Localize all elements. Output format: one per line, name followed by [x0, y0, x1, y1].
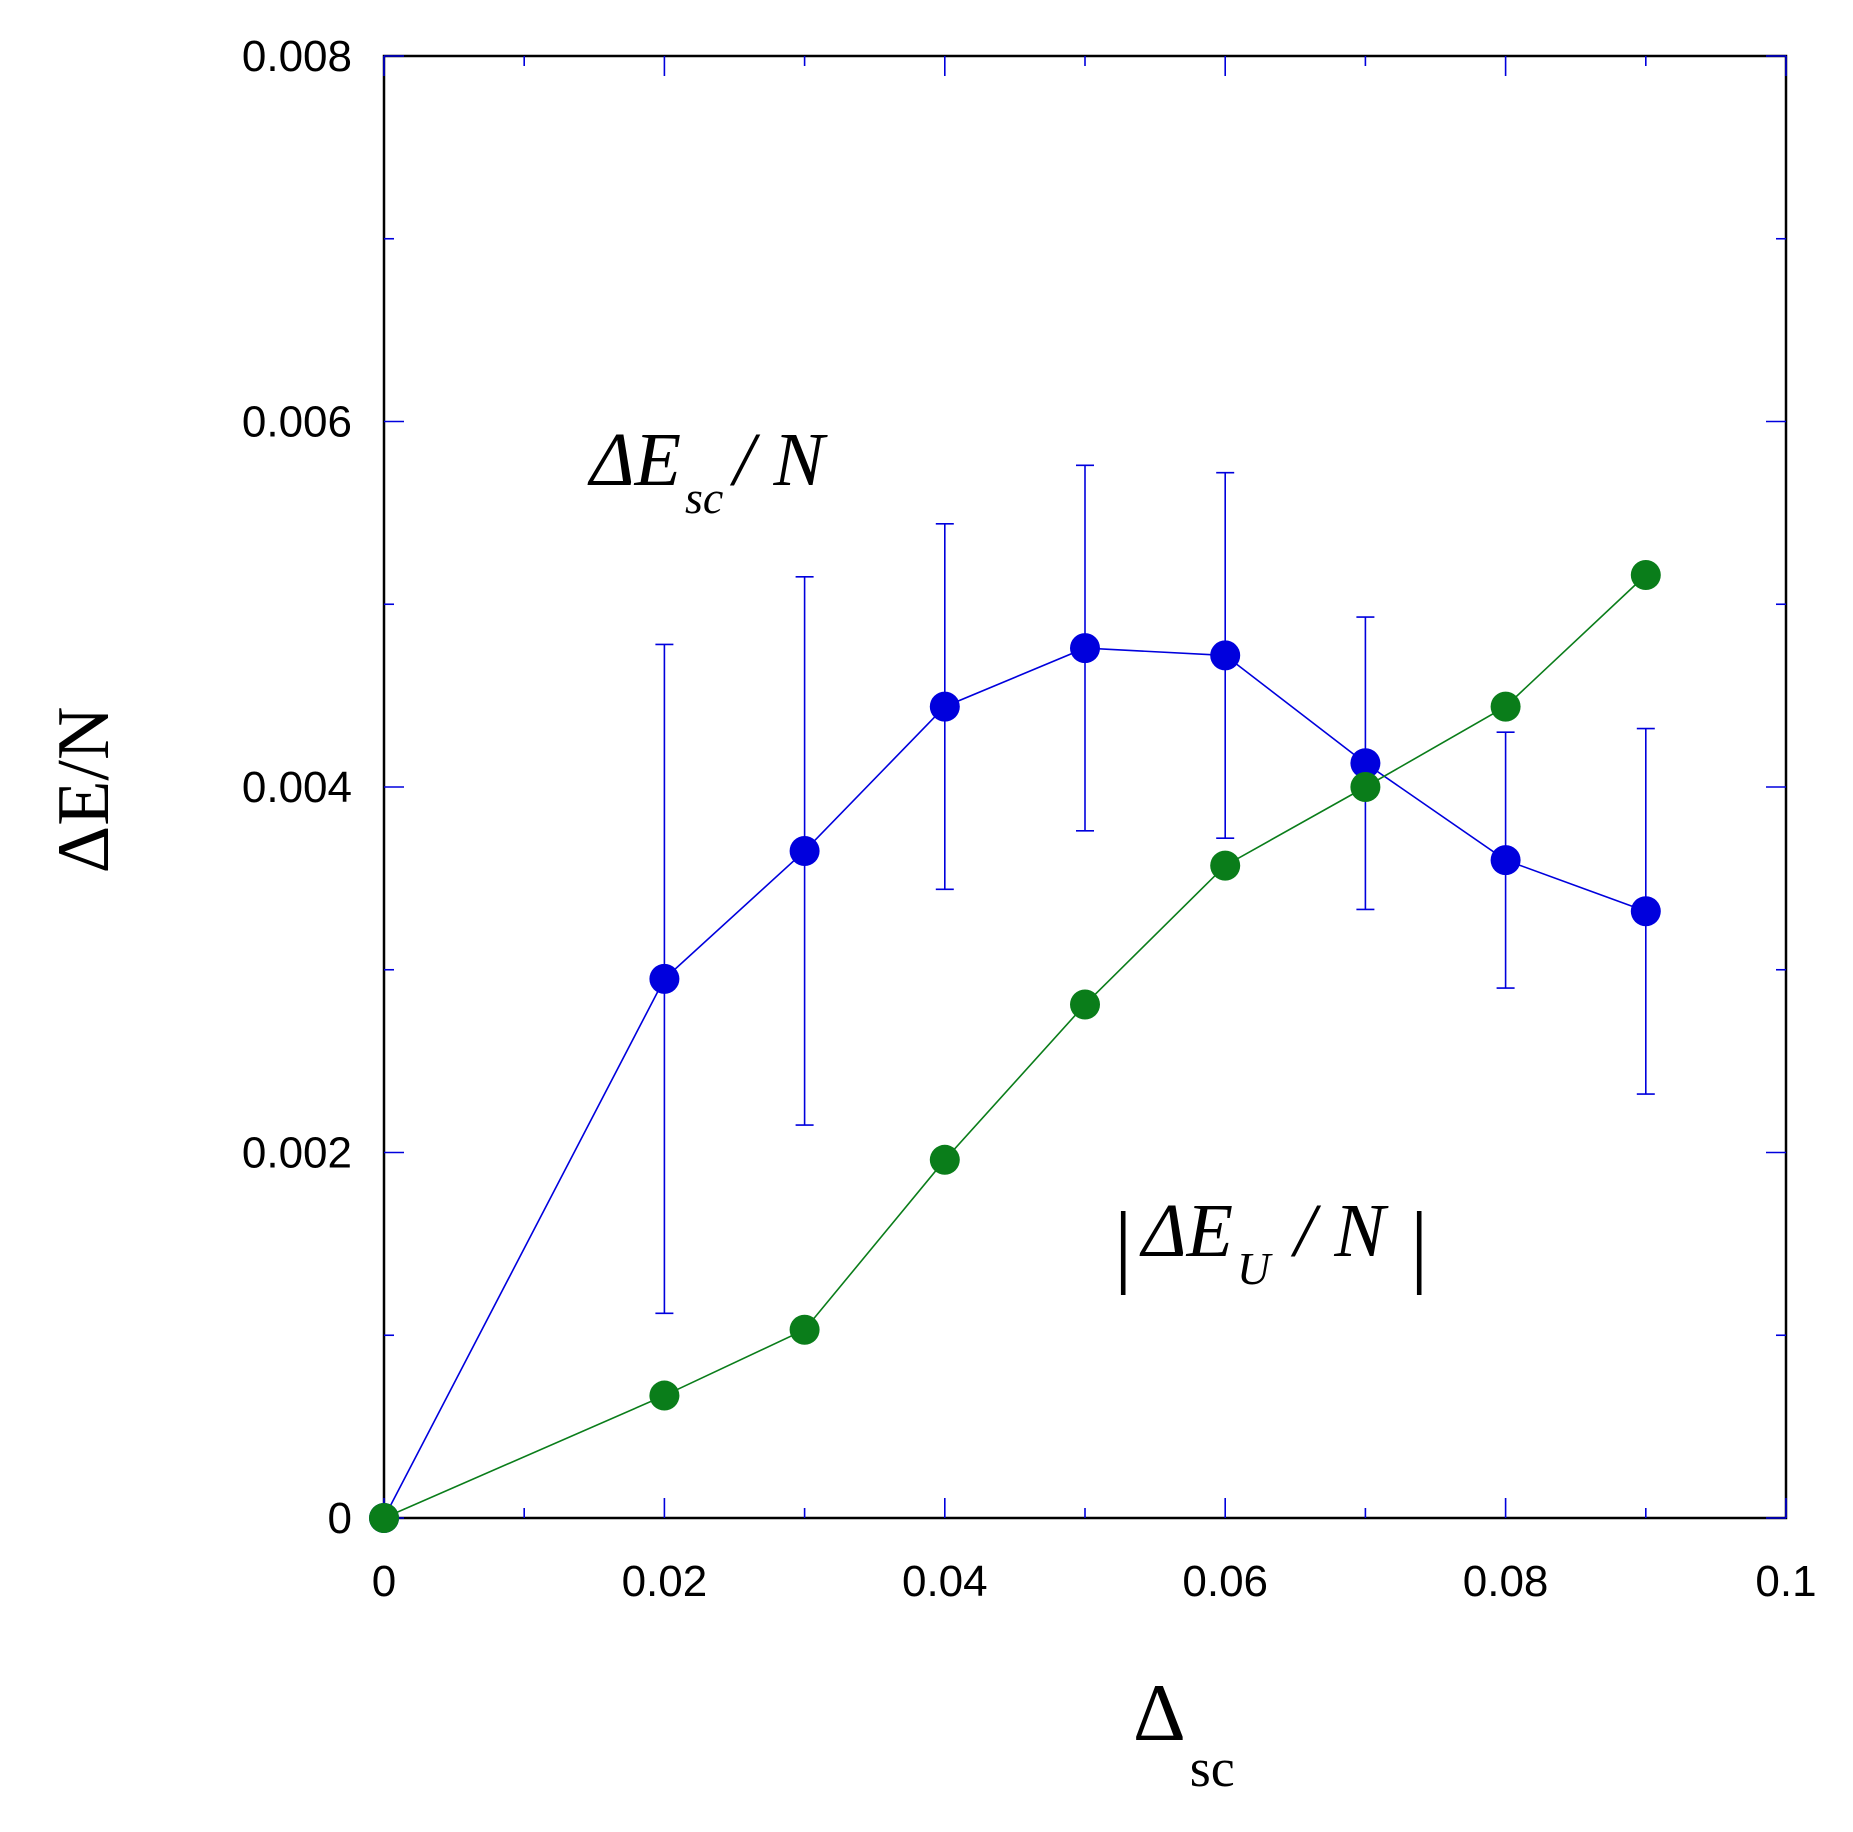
- data-point: [789, 1314, 820, 1345]
- data-point: [1210, 640, 1241, 671]
- data-point: [649, 1380, 680, 1411]
- data-point: [929, 1144, 960, 1175]
- data-point: [789, 835, 820, 866]
- data-point: [1630, 560, 1661, 591]
- annotation-eu-text: ΔEU / N: [1139, 1189, 1389, 1294]
- y-tick-label: 0.006: [242, 398, 352, 447]
- data-point: [1350, 748, 1381, 779]
- x-axis-title: Δsc: [1133, 1667, 1235, 1798]
- data-point: [929, 691, 960, 722]
- x-tick-label: 0.08: [1463, 1557, 1549, 1606]
- y-tick-label: 0.004: [242, 763, 352, 812]
- annotation-eu-sub: U: [1237, 1243, 1273, 1294]
- series-line: [383, 574, 1647, 1519]
- data-point: [1070, 633, 1100, 664]
- x-tick-label: 0.02: [622, 1557, 708, 1606]
- data-point: [1490, 691, 1521, 722]
- y-tick-label: 0.002: [242, 1129, 352, 1178]
- x-tick-label: 0.1: [1755, 1557, 1816, 1606]
- data-point: [649, 963, 680, 994]
- annotation-esc-rest: / N: [729, 418, 828, 502]
- x-tick-label: 0.04: [902, 1557, 988, 1606]
- ticks-group: [383, 55, 1787, 1519]
- series-0: [369, 464, 1661, 1533]
- x-tick-label: 0: [372, 1557, 396, 1606]
- annotation-eu-bar-left: |: [1114, 1193, 1132, 1295]
- series-1: [369, 560, 1661, 1533]
- annotation-esc-sub: sc: [685, 472, 723, 523]
- y-axis-title: ΔE/N: [43, 707, 125, 874]
- data-point: [1490, 845, 1521, 876]
- annotation-eu-main: ΔE: [1139, 1189, 1233, 1273]
- tick-labels-group: 0 0.02 0.04 0.06 0.08 0.1 0 0.002 0.004 0.006 0.00…: [242, 32, 1817, 1606]
- annotation-esc-main: ΔE: [587, 418, 681, 502]
- data-point: [369, 1503, 399, 1533]
- data-point: [1350, 772, 1381, 802]
- series-group: [369, 464, 1661, 1533]
- annotation-esc: ΔEsc / N: [587, 418, 828, 523]
- x-tick-label: 0.06: [1182, 1557, 1268, 1606]
- data-point: [1210, 850, 1241, 881]
- x-axis-title-main: Δ: [1133, 1667, 1186, 1758]
- data-point: [1630, 896, 1661, 927]
- y-tick-label: 0: [328, 1494, 352, 1543]
- data-point: [1070, 989, 1100, 1020]
- annotation-eu-rest: / N: [1290, 1189, 1389, 1273]
- x-axis-title-sub: sc: [1190, 1738, 1235, 1798]
- annotation-eu-bar-right: |: [1410, 1193, 1428, 1295]
- annotation-eu: | ΔEU / N |: [1114, 1189, 1428, 1295]
- y-tick-label: 0.008: [242, 32, 352, 81]
